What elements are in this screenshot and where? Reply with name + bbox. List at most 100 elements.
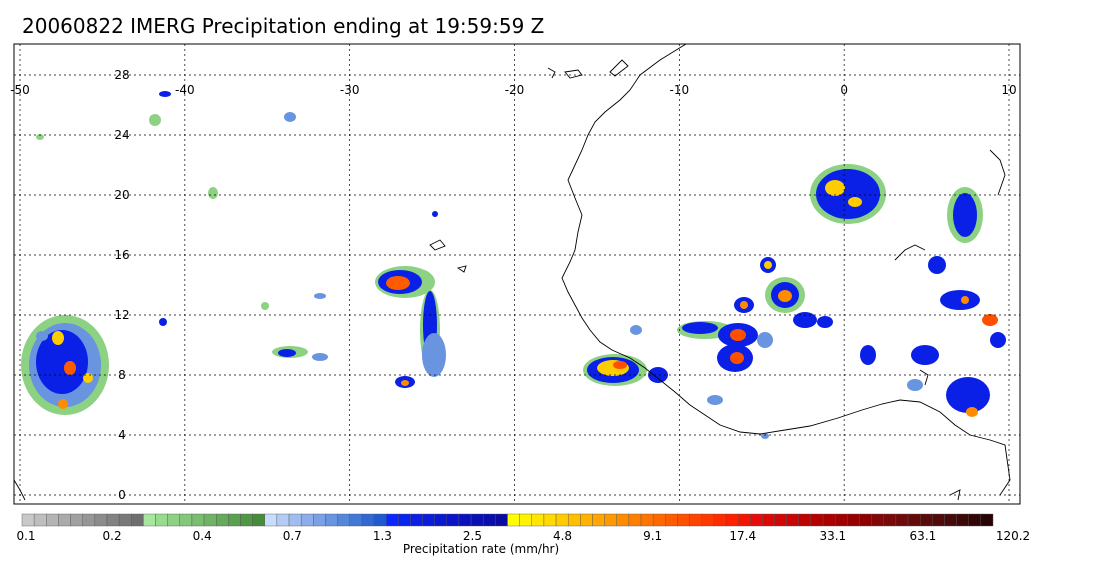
- colorbar-swatch: [871, 513, 884, 527]
- colorbar-swatch: [94, 513, 108, 527]
- precip-cell: [159, 318, 167, 326]
- precip-cell: [778, 290, 792, 302]
- colorbar-swatch: [495, 513, 508, 527]
- colorbar-swatch: [507, 513, 520, 527]
- lat-tick-label: 8: [118, 368, 126, 382]
- colorbar-swatch: [240, 513, 253, 527]
- precip-cell: [817, 316, 833, 328]
- colorbar-swatch: [118, 513, 132, 527]
- precip-cell: [432, 211, 438, 217]
- colorbar-tick-label: 0.1: [16, 529, 35, 543]
- colorbar-swatch: [398, 513, 411, 527]
- colorbar-swatch: [349, 513, 363, 527]
- colorbar-swatch: [70, 513, 83, 527]
- precip-cell: [58, 399, 68, 409]
- colorbar-swatch: [228, 513, 241, 527]
- colorbar-tick-label: 1.3: [373, 529, 392, 543]
- colorbar-swatch: [786, 513, 799, 527]
- precip-cell: [860, 345, 876, 365]
- lat-tick-label: 24: [114, 128, 129, 142]
- colorbar-swatch: [361, 513, 375, 527]
- colorbar-swatch: [422, 513, 435, 527]
- colorbar-tick-label: 2.5: [463, 529, 482, 543]
- colorbar-tick-label: 120.2: [996, 529, 1030, 543]
- colorbar-swatch: [580, 513, 593, 527]
- colorbar-swatch: [325, 513, 338, 527]
- precip-cell: [793, 312, 817, 328]
- precip-cell: [764, 261, 772, 269]
- colorbar-tick-label: 0.7: [283, 529, 302, 543]
- colorbar-swatch: [665, 513, 678, 527]
- precip-cell: [990, 332, 1006, 348]
- colorbar-swatch: [798, 513, 812, 527]
- colorbar-swatch: [616, 513, 630, 527]
- colorbar-swatch: [458, 513, 472, 527]
- colorbar-swatch: [907, 513, 921, 527]
- colorbar-swatch: [215, 513, 229, 527]
- precip-cell: [261, 302, 269, 310]
- colorbar-tick-label: 0.4: [193, 529, 212, 543]
- page-title: 20060822 IMERG Precipitation ending at 1…: [22, 14, 545, 38]
- colorbar-swatch: [82, 513, 96, 527]
- colorbar-swatch: [155, 513, 168, 527]
- colorbar-swatch: [640, 513, 654, 527]
- colorbar-swatch: [883, 513, 897, 527]
- colorbar-swatch: [410, 513, 423, 527]
- colorbar-swatch: [483, 513, 496, 527]
- precip-cell: [613, 361, 627, 369]
- lon-tick-label: -40: [175, 83, 195, 97]
- precip-cell: [52, 331, 64, 345]
- colorbar-swatch: [313, 513, 326, 527]
- colorbar-swatch: [980, 513, 994, 527]
- lat-tick-label: 20: [114, 188, 129, 202]
- colorbar-swatch: [762, 513, 775, 527]
- colorbar-swatch: [956, 513, 969, 527]
- precip-cell: [816, 169, 880, 219]
- precip-cell: [953, 193, 977, 237]
- colorbar-swatch: [106, 513, 120, 527]
- colorbar-swatch: [652, 513, 666, 527]
- lat-tick-label: 28: [114, 68, 129, 82]
- lat-tick-label: 4: [118, 428, 126, 442]
- map-frame: [13, 43, 1021, 505]
- precip-cell: [159, 91, 171, 97]
- graticule: [14, 44, 1020, 504]
- precip-cell: [682, 322, 718, 334]
- colorbar-swatch: [847, 513, 860, 527]
- lon-tick-label: -50: [10, 83, 30, 97]
- colorbar-swatch: [810, 513, 824, 527]
- colorbar-swatch: [179, 513, 193, 527]
- colorbar-swatch: [531, 513, 545, 527]
- colorbar-swatch: [628, 513, 642, 527]
- colorbar-swatch: [689, 513, 702, 527]
- precip-cell: [36, 134, 44, 140]
- colorbar-swatch: [337, 513, 350, 527]
- colorbar-tick-label: 33.1: [819, 529, 846, 543]
- colorbar-swatch: [58, 513, 71, 527]
- precip-cell: [825, 180, 845, 196]
- colorbar-swatch: [822, 513, 836, 527]
- lon-tick-label: -20: [505, 83, 525, 97]
- colorbar-swatch: [944, 513, 957, 527]
- precip-cell: [757, 332, 773, 348]
- precip-cell: [740, 301, 748, 309]
- precip-cell: [707, 395, 723, 405]
- precip-cell: [64, 361, 76, 375]
- colorbar-tick-label: 4.8: [553, 529, 572, 543]
- colorbar-swatch: [300, 513, 314, 527]
- precip-cell: [278, 349, 296, 357]
- precip-cell: [848, 197, 862, 207]
- lon-tick-label: 10: [1001, 83, 1016, 97]
- lon-tick-label: -30: [340, 83, 360, 97]
- precip-cell: [907, 379, 923, 391]
- colorbar-swatch: [835, 513, 848, 527]
- colorbar-swatch: [592, 513, 605, 527]
- colorbar-swatch: [701, 513, 715, 527]
- precip-cell: [36, 330, 88, 394]
- precip-cell: [401, 380, 409, 386]
- colorbar-swatch: [677, 513, 690, 527]
- precip-cell: [761, 433, 769, 439]
- colorbar-tick-label: 17.4: [729, 529, 756, 543]
- precip-cell: [961, 296, 969, 304]
- colorbar-swatch: [604, 513, 617, 527]
